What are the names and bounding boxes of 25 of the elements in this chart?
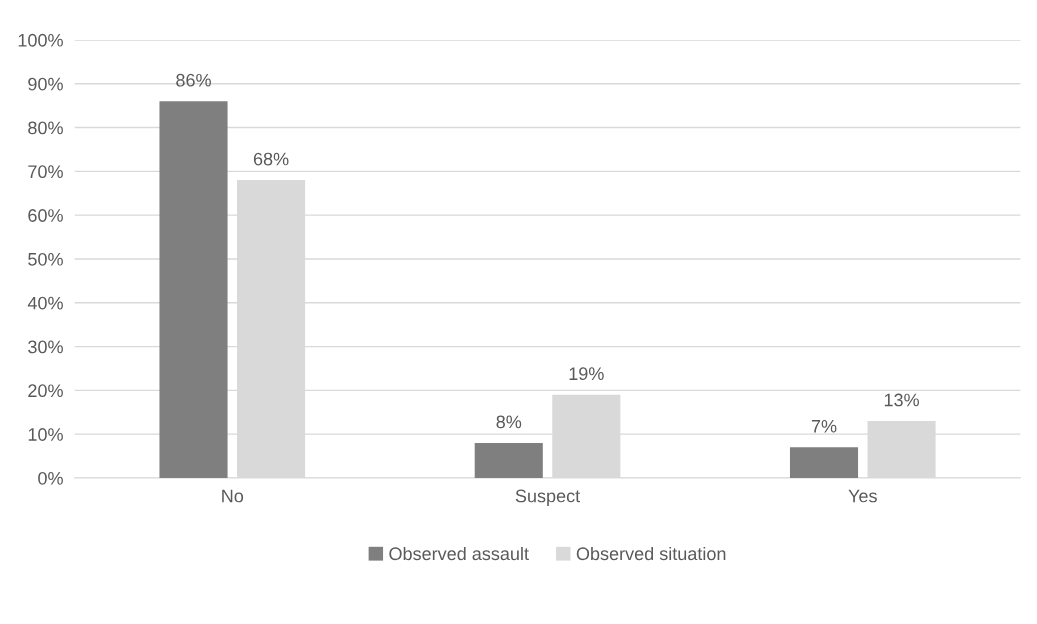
y-tick-label: 100%	[18, 33, 63, 47]
bar	[474, 442, 543, 478]
y-tick-label: 50%	[28, 252, 63, 266]
legend-label: Observed situation	[576, 546, 726, 561]
y-tick-label: 80%	[28, 121, 63, 135]
x-tick-label: Yes	[848, 489, 877, 503]
y-tick-label: 90%	[28, 77, 63, 91]
data-label: 86%	[176, 73, 211, 87]
data-label: 19%	[569, 367, 604, 381]
data-label: 68%	[253, 152, 289, 166]
x-tick-label: Suspect	[515, 489, 581, 506]
y-tick-label: 60%	[28, 209, 63, 222]
data-label: 13%	[884, 393, 919, 407]
data-label: 7%	[811, 419, 837, 433]
y-tick-label: 30%	[28, 340, 63, 354]
y-tick-label: 40%	[27, 296, 63, 310]
x-tick-label: No	[222, 489, 244, 503]
legend-label: Observed assault	[389, 546, 529, 561]
data-label: 8%	[496, 415, 522, 429]
bar	[159, 101, 228, 478]
y-tick-label: 20%	[28, 384, 63, 398]
y-tick-label: 0%	[38, 471, 63, 485]
y-tick-label: 10%	[28, 428, 63, 441]
y-tick-label: 70%	[28, 165, 63, 179]
bar	[789, 447, 859, 478]
